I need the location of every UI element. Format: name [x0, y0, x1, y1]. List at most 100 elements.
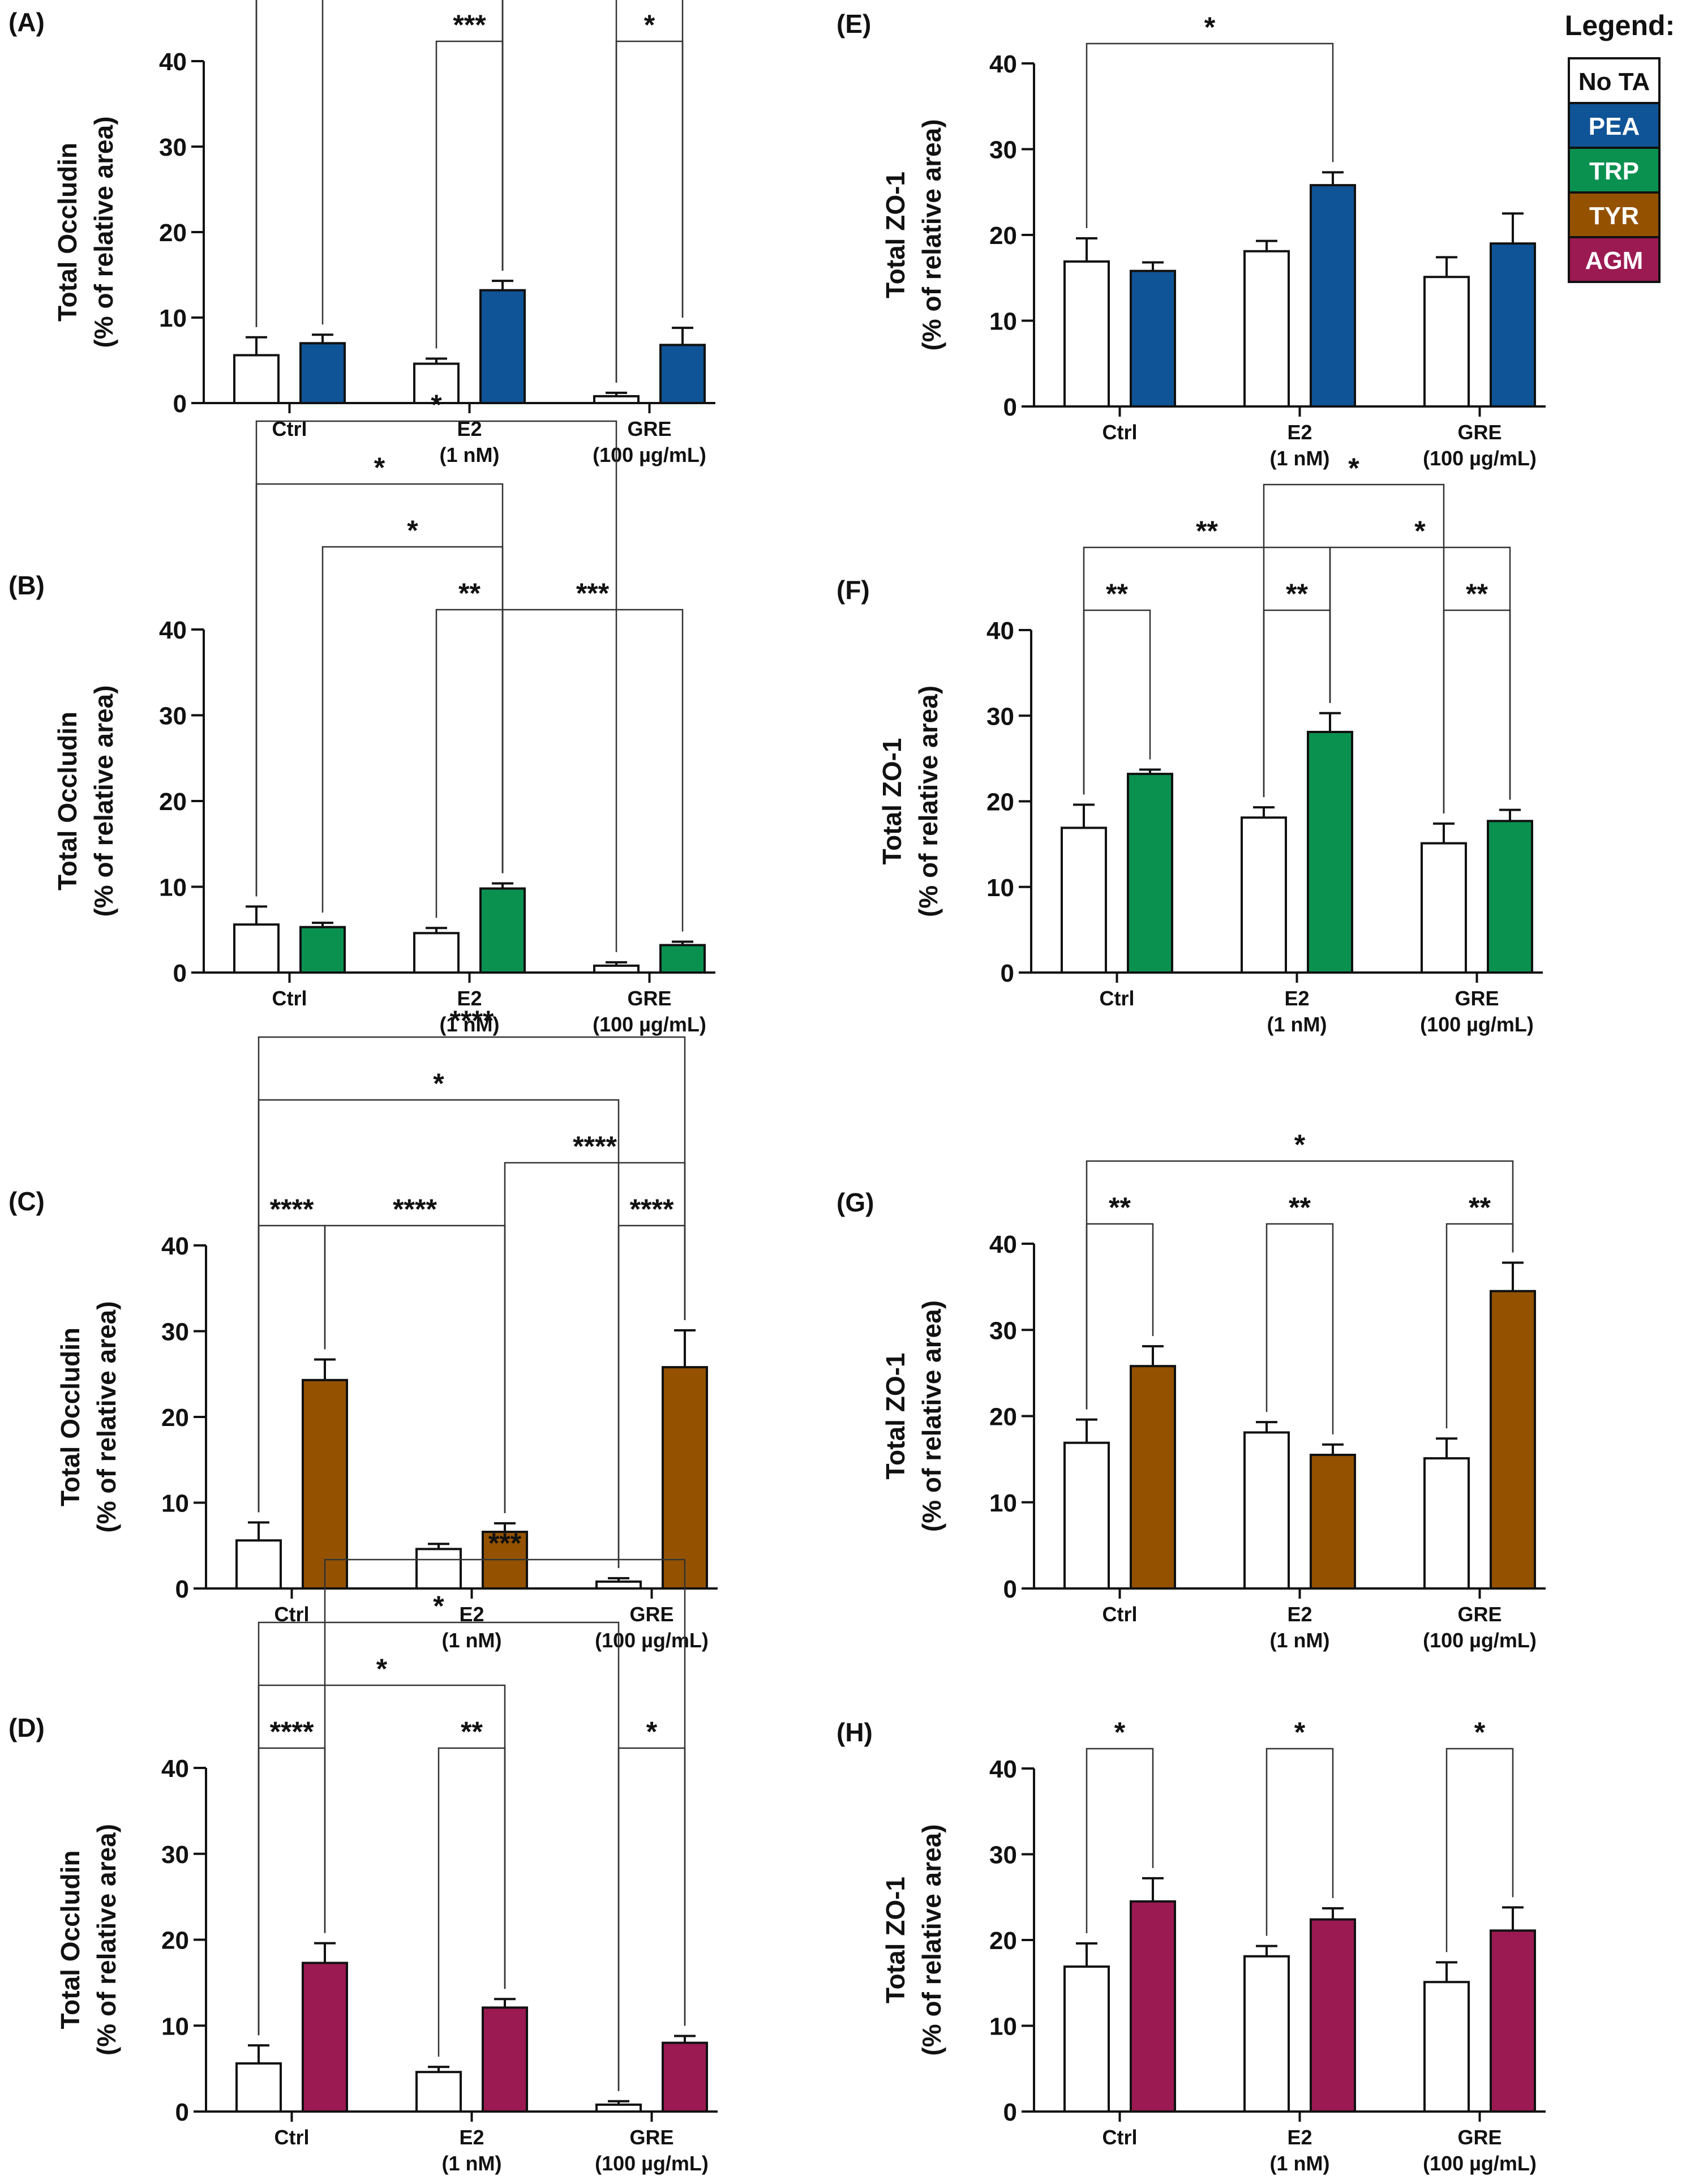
y-axis-title: Total Occludin	[53, 143, 82, 322]
x-tick-label: GRE	[1455, 987, 1499, 1010]
x-tick-label: E2	[1287, 1603, 1312, 1626]
significance-label: *	[1474, 1716, 1486, 1748]
bar-no-ta-1	[1241, 816, 1287, 974]
x-tick-label: (1 nM)	[440, 443, 500, 466]
y-tick-label: 30	[989, 136, 1017, 164]
x-tick-label: (100 µg/mL)	[593, 443, 706, 466]
y-tick-label: 10	[159, 305, 187, 332]
chart-panel-b: (B) Total Occludin (% of relative area) 0 10…	[8, 389, 715, 1036]
legend-label-pea: PEA	[1589, 113, 1640, 140]
chart-panel-h: (H) Total ZO-1 (% of relative area) 0 10 20 30…	[836, 1716, 1546, 2175]
bar-pea-2	[1490, 242, 1536, 408]
y-tick-label: 40	[159, 616, 187, 644]
y-axis-subtitle: (% of relative area)	[917, 1824, 946, 2055]
bar-no-ta-1	[413, 932, 460, 974]
significance-label: ****	[270, 1716, 314, 1748]
y-tick-label: 20	[989, 1927, 1017, 1955]
significance-bracket	[255, 0, 617, 383]
y-axis-subtitle: (% of relative area)	[89, 685, 118, 917]
y-tick-label: 30	[989, 1842, 1017, 1869]
bar-no-ta-1	[1243, 1955, 1290, 2113]
chart-panel-a: (A) Total Occludin (% of relative area) 0 10…	[8, 0, 715, 466]
y-tick-label: 30	[986, 703, 1014, 730]
x-tick-label: E2	[1284, 987, 1309, 1010]
y-tick-label: 0	[175, 1575, 189, 1603]
x-tick-label: (100 µg/mL)	[593, 1013, 706, 1036]
x-tick-label: (1 nM)	[1270, 447, 1330, 470]
bar-tyr-2	[1490, 1290, 1536, 1590]
x-tick-label: E2	[1287, 421, 1312, 444]
y-tick-label: 20	[989, 1403, 1017, 1431]
significance-label: *	[1204, 11, 1216, 43]
bar-no-ta-0	[233, 354, 280, 404]
significance-label: **	[1106, 578, 1128, 610]
bar-no-ta-2	[1423, 1457, 1470, 1590]
y-tick-label: 10	[161, 2012, 189, 2040]
x-tick-label: (1 nM)	[440, 1013, 500, 1036]
significance-label: *	[376, 1653, 388, 1685]
chart-panel-c: (C) Total Occludin (% of relative area) 0 10…	[8, 1005, 718, 1652]
panel-label: (F)	[836, 575, 870, 605]
bar-trp-1	[479, 887, 526, 974]
significance-label: ****	[270, 1193, 314, 1225]
significance-label: *	[1348, 452, 1359, 484]
bar-tyr-1	[1310, 1454, 1356, 1590]
x-tick-label: E2	[457, 987, 482, 1010]
y-tick-label: 40	[161, 1755, 189, 1783]
x-tick-label: E2	[459, 2126, 484, 2149]
y-tick-label: 20	[989, 222, 1017, 250]
panel-label: (G)	[836, 1188, 874, 1217]
significance-bracket	[1265, 1748, 1334, 1936]
bar-trp-2	[659, 944, 706, 974]
significance-label: *	[1114, 1716, 1126, 1748]
y-tick-label: 30	[161, 1841, 189, 1869]
y-tick-label: 20	[986, 789, 1014, 816]
significance-label: *	[433, 1590, 444, 1622]
legend-label-agm: AGM	[1585, 247, 1644, 275]
significance-label: *	[1294, 1716, 1306, 1748]
y-tick-label: 30	[989, 1317, 1017, 1344]
x-tick-label: GRE	[1457, 1603, 1501, 1626]
significance-bracket	[1086, 42, 1334, 229]
significance-bracket	[258, 1036, 686, 1513]
bar-agm-1	[482, 2006, 528, 2113]
legend-title: Legend:	[1565, 10, 1675, 41]
y-axis-title: Total Occludin	[55, 1327, 85, 1506]
y-axis-subtitle: (% of relative area)	[913, 686, 943, 917]
x-tick-label: (100 µg/mL)	[1423, 1629, 1537, 1652]
y-tick-label: 10	[161, 1490, 189, 1518]
significance-label: **	[1289, 1192, 1311, 1223]
significance-bracket	[324, 1558, 686, 2026]
significance-bracket	[255, 420, 617, 952]
significance-label: **	[1286, 578, 1308, 610]
significance-label: **	[458, 577, 481, 609]
y-axis-subtitle: (% of relative area)	[92, 1824, 121, 2055]
y-axis-subtitle: (% of relative area)	[917, 119, 946, 350]
y-tick-label: 20	[161, 1404, 189, 1432]
panel-label: (A)	[8, 7, 45, 37]
significance-label: **	[461, 1716, 483, 1748]
x-tick-label: (100 µg/mL)	[1423, 447, 1537, 470]
panel-label: (E)	[836, 9, 871, 38]
y-axis-title: Total ZO-1	[877, 738, 907, 864]
bar-no-ta-2	[595, 2103, 642, 2113]
bar-no-ta-2	[593, 964, 640, 974]
y-tick-label: 20	[161, 1927, 189, 1955]
x-tick-label: GRE	[629, 2126, 673, 2149]
panel-label: (B)	[8, 571, 45, 600]
y-tick-label: 0	[175, 2099, 189, 2126]
x-tick-label: (1 nM)	[442, 2152, 502, 2175]
bar-no-ta-0	[235, 1539, 282, 1590]
bar-pea-0	[1130, 269, 1176, 408]
x-tick-label: (1 nM)	[1270, 2152, 1330, 2175]
y-tick-label: 0	[1001, 960, 1014, 987]
bar-agm-1	[1310, 1918, 1356, 2113]
y-tick-label: 40	[989, 1231, 1017, 1258]
bar-tyr-0	[1130, 1365, 1176, 1590]
chart-panel-e: (E) Total ZO-1 (% of relative area) 0 10 20 30…	[836, 9, 1546, 470]
bar-no-ta-2	[593, 395, 640, 404]
y-axis-subtitle: (% of relative area)	[89, 116, 118, 348]
bar-no-ta-2	[1423, 1981, 1470, 2113]
